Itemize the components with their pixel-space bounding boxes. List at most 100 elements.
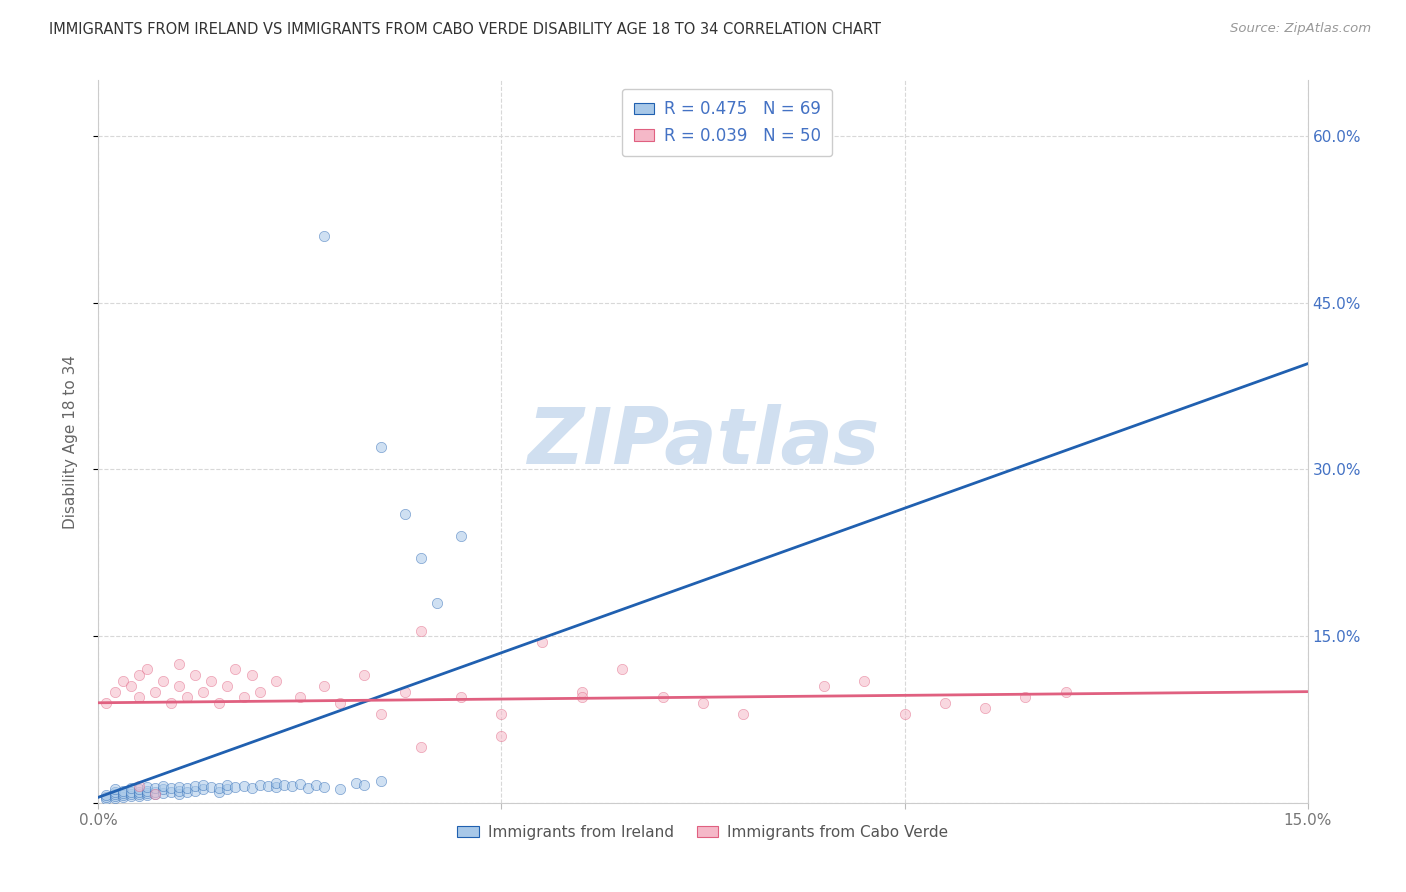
Point — [128, 785, 150, 799]
Point — [491, 706, 513, 721]
Point — [167, 679, 190, 693]
Legend: Immigrants from Ireland, Immigrants from Cabo Verde: Immigrants from Ireland, Immigrants from… — [451, 819, 955, 846]
Point — [217, 778, 239, 792]
Point — [974, 701, 997, 715]
Point — [934, 696, 956, 710]
Point — [135, 780, 157, 795]
Point — [184, 779, 207, 793]
Point — [224, 662, 246, 676]
Point — [314, 228, 336, 243]
Point — [249, 684, 271, 698]
Point — [111, 783, 134, 797]
Point — [96, 696, 118, 710]
Point — [103, 789, 125, 804]
Point — [314, 679, 336, 693]
Point — [184, 668, 207, 682]
Point — [329, 696, 352, 710]
Point — [288, 777, 311, 791]
Text: IMMIGRANTS FROM IRELAND VS IMMIGRANTS FROM CABO VERDE DISABILITY AGE 18 TO 34 CO: IMMIGRANTS FROM IRELAND VS IMMIGRANTS FR… — [49, 22, 882, 37]
Point — [217, 679, 239, 693]
Point — [297, 781, 319, 796]
Point — [96, 788, 118, 802]
Y-axis label: Disability Age 18 to 34: Disability Age 18 to 34 — [63, 354, 77, 529]
Point — [135, 786, 157, 800]
Point — [120, 787, 142, 801]
Point — [128, 690, 150, 705]
Point — [281, 779, 304, 793]
Point — [176, 785, 198, 799]
Point — [120, 785, 142, 799]
Point — [103, 791, 125, 805]
Point — [409, 624, 432, 638]
Point — [200, 673, 222, 688]
Point — [193, 782, 215, 797]
Point — [353, 778, 375, 792]
Point — [96, 790, 118, 805]
Point — [813, 679, 835, 693]
Point — [249, 778, 271, 792]
Point — [370, 440, 392, 454]
Point — [103, 787, 125, 801]
Point — [370, 773, 392, 788]
Point — [120, 679, 142, 693]
Point — [409, 740, 432, 755]
Point — [135, 662, 157, 676]
Point — [128, 779, 150, 793]
Point — [571, 684, 593, 698]
Point — [167, 657, 190, 671]
Point — [96, 792, 118, 806]
Point — [394, 507, 416, 521]
Point — [152, 782, 174, 797]
Point — [733, 706, 755, 721]
Point — [264, 776, 287, 790]
Point — [120, 781, 142, 796]
Point — [208, 781, 231, 796]
Point — [394, 684, 416, 698]
Point — [152, 786, 174, 800]
Point — [692, 696, 714, 710]
Point — [167, 780, 190, 795]
Point — [208, 696, 231, 710]
Point — [143, 787, 166, 801]
Point — [111, 673, 134, 688]
Point — [167, 783, 190, 797]
Text: ZIPatlas: ZIPatlas — [527, 403, 879, 480]
Point — [143, 684, 166, 698]
Point — [853, 673, 876, 688]
Text: Source: ZipAtlas.com: Source: ZipAtlas.com — [1230, 22, 1371, 36]
Point — [103, 782, 125, 797]
Point — [450, 529, 472, 543]
Point — [1014, 690, 1036, 705]
Point — [152, 779, 174, 793]
Point — [193, 684, 215, 698]
Point — [152, 673, 174, 688]
Point — [103, 684, 125, 698]
Point — [264, 780, 287, 795]
Point — [232, 690, 254, 705]
Point — [193, 778, 215, 792]
Point — [612, 662, 634, 676]
Point — [232, 779, 254, 793]
Point — [160, 696, 183, 710]
Point — [1054, 684, 1077, 698]
Point — [264, 673, 287, 688]
Point — [893, 706, 915, 721]
Point — [143, 785, 166, 799]
Point — [135, 783, 157, 797]
Point — [200, 780, 222, 795]
Point — [135, 788, 157, 802]
Point — [314, 780, 336, 795]
Point — [128, 668, 150, 682]
Point — [128, 789, 150, 804]
Point — [273, 778, 295, 792]
Point — [224, 780, 246, 795]
Point — [651, 690, 673, 705]
Point — [491, 729, 513, 743]
Point — [305, 778, 328, 792]
Point — [426, 596, 449, 610]
Point — [176, 781, 198, 796]
Point — [217, 782, 239, 797]
Point — [240, 781, 263, 796]
Point — [256, 779, 278, 793]
Point — [571, 690, 593, 705]
